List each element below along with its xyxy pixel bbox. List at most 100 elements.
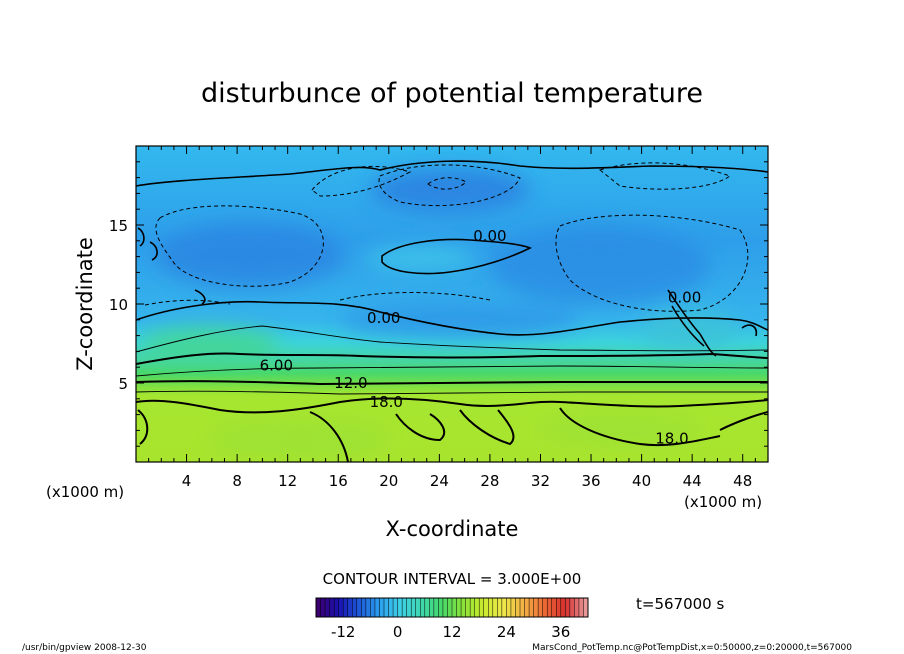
colorbar-swatch — [524, 598, 530, 617]
colorbar-swatch — [384, 598, 390, 617]
x-unit-left: (x1000 m) — [46, 483, 124, 501]
contour-zero — [136, 300, 768, 336]
y-tick-label: 5 — [118, 375, 128, 393]
time-label: t=567000 s — [636, 595, 724, 613]
colorbar-swatch — [343, 598, 349, 617]
colorbar-swatch — [393, 598, 399, 617]
colorbar-swatch — [542, 598, 548, 617]
contour-negative — [155, 205, 324, 287]
colorbar-swatch — [320, 598, 326, 617]
contour-negative — [598, 162, 732, 190]
contour-18 — [459, 409, 515, 446]
contour-zero — [671, 305, 705, 347]
positive-contours — [136, 160, 768, 357]
colorbar — [315, 598, 589, 617]
chart-title: disturbunce of potential temperature — [201, 78, 703, 109]
x-tick-label: 20 — [379, 472, 398, 490]
contour-zero — [741, 324, 758, 337]
colorbar-swatch — [415, 598, 421, 617]
colorbar-swatch — [406, 598, 412, 617]
colorbar-swatch — [316, 598, 322, 617]
x-tick-label: 36 — [581, 472, 600, 490]
colorbar-swatch — [370, 598, 376, 617]
colorbar-ticks: -12 0 12 24 36 — [331, 623, 570, 641]
colorbar-swatch — [433, 598, 439, 617]
contour-9 — [136, 365, 768, 377]
colorbar-swatch — [538, 598, 544, 617]
colorbar-swatch — [533, 598, 539, 617]
contour-6 — [136, 352, 768, 365]
field-blob — [370, 168, 530, 212]
colorbar-swatch — [452, 598, 458, 617]
colorbar-swatch — [420, 598, 426, 617]
contour-label: 18.0 — [655, 429, 688, 447]
colorbar-swatch — [461, 598, 467, 617]
colorbar-swatch — [492, 598, 498, 617]
colorbar-swatch — [474, 598, 480, 617]
contour-label: 0.00 — [367, 309, 400, 327]
contour-zero — [137, 227, 145, 247]
x-axis-ticks: 4 8 12 16 20 24 28 32 36 40 44 48 — [148, 146, 756, 490]
y-tick-label: 15 — [109, 217, 128, 235]
x-tick-label: 32 — [531, 472, 550, 490]
colorbar-swatch — [356, 598, 362, 617]
colorbar-swatch — [569, 598, 575, 617]
contour-12 — [136, 380, 768, 386]
y-axis-ticks: 5 10 15 — [109, 161, 768, 447]
contour-label: 18.0 — [370, 393, 403, 411]
contour-zero — [194, 289, 206, 305]
contour-negative — [311, 166, 412, 197]
colorbar-swatch — [456, 598, 462, 617]
colorbar-tick-label: 24 — [497, 623, 516, 641]
colorbar-swatch — [529, 598, 535, 617]
colorbar-swatch — [515, 598, 521, 617]
colorbar-swatch — [334, 598, 340, 617]
x-tick-label: 24 — [430, 472, 449, 490]
colorbar-frame — [315, 597, 589, 618]
footer-right: MarsCond_PotTemp.nc@PotTempDist,x=0:5000… — [532, 643, 852, 653]
contour-18 — [309, 411, 349, 462]
colorbar-swatch — [424, 598, 430, 617]
colorbar-swatch — [347, 598, 353, 617]
contour-negative — [378, 164, 521, 207]
field-blob — [155, 223, 345, 287]
contour-18 — [559, 407, 721, 447]
colorbar-swatch — [547, 598, 553, 617]
colorbar-swatch — [560, 598, 566, 617]
contour-18 — [136, 397, 768, 414]
colorbar-swatch — [379, 598, 385, 617]
contour-zero — [136, 160, 768, 187]
y-tick-label: 10 — [109, 296, 128, 314]
colorbar-swatch — [501, 598, 507, 617]
colorbar-swatch — [325, 598, 331, 617]
contour-label: 0.00 — [668, 289, 701, 307]
colorbar-tick-label: 0 — [393, 623, 403, 641]
colorbar-swatch — [438, 598, 444, 617]
colorbar-swatch — [388, 598, 394, 617]
colorbar-swatch — [442, 598, 448, 617]
colorbar-swatch — [429, 598, 435, 617]
thin-contours — [136, 325, 768, 395]
x-tick-label: 44 — [683, 472, 702, 490]
colorbar-swatch — [483, 598, 489, 617]
field-blob — [210, 422, 390, 458]
x-tick-label: 40 — [632, 472, 651, 490]
contour-18 — [137, 409, 149, 445]
colorbar-swatch — [578, 598, 584, 617]
colorbar-swatch — [520, 598, 526, 617]
colorbar-tick-label: -12 — [331, 623, 356, 641]
x-tick-label: 48 — [733, 472, 752, 490]
contour-negative — [555, 214, 749, 312]
contour-zero — [149, 241, 158, 261]
colorbar-swatch — [506, 598, 512, 617]
negative-contours — [144, 162, 749, 312]
contour-zero — [381, 238, 532, 275]
colorbar-swatch — [397, 598, 403, 617]
x-tick-label: 8 — [232, 472, 242, 490]
colorbar-swatch — [402, 598, 408, 617]
colorbar-swatch — [479, 598, 485, 617]
x-unit-right: (x1000 m) — [684, 493, 762, 511]
x-tick-label: 16 — [329, 472, 348, 490]
colorbar-swatch — [352, 598, 358, 617]
